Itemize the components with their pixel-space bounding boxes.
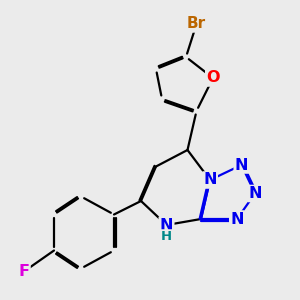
Text: N: N — [203, 172, 217, 188]
Text: N: N — [160, 218, 173, 232]
Text: F: F — [19, 264, 29, 279]
Text: N: N — [248, 186, 262, 201]
Text: H: H — [161, 230, 172, 243]
Text: Br: Br — [187, 16, 206, 32]
Text: N: N — [235, 158, 248, 172]
Text: O: O — [206, 70, 220, 86]
Text: N: N — [230, 212, 244, 226]
